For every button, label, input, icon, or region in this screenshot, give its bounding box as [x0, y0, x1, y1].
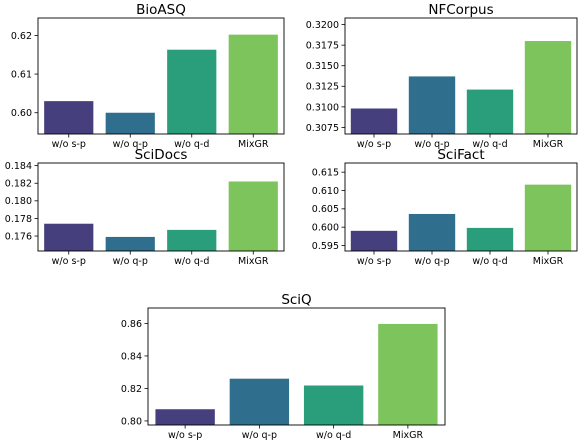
- scidocs-axes-frame: [37, 162, 285, 252]
- scifact-bar-4: [524, 184, 572, 251]
- nfcorpus-xtick-label: w/o q-d: [472, 139, 507, 150]
- sciq-panel: 0.80 0.82 0.84 0.86 w/o s-p w/o q-p w/o q-d Mix…: [121, 292, 446, 441]
- sciq-bar-4: [378, 323, 438, 425]
- nfcorpus-bar-1: [350, 108, 398, 134]
- scidocs-xtick-label: MixGR: [238, 256, 269, 267]
- nfcorpus-xtick-label: MixGR: [533, 139, 564, 150]
- nfcorpus-ytick-label: 0.3175: [306, 41, 339, 52]
- scifact-ytick-label: 0.595: [312, 241, 339, 252]
- sciq-bar-2: [229, 378, 290, 425]
- scifact-axes-frame: [344, 162, 578, 252]
- scidocs-bar-2: [105, 236, 155, 251]
- scifact-ytick-label: 0.600: [312, 223, 339, 234]
- scifact-bar-1: [350, 230, 398, 251]
- sciq-ytick-label: 0.82: [121, 384, 142, 395]
- sciq-bar-1: [155, 409, 215, 425]
- nfcorpus-ytick-label: 0.3075: [306, 123, 339, 134]
- scidocs-xtick-label: w/o q-p: [113, 256, 148, 267]
- scidocs-bar-3: [167, 229, 217, 251]
- bioasq-bar-1: [44, 101, 94, 134]
- sciq-axes-frame: [147, 307, 446, 426]
- nfcorpus-bar-2: [408, 76, 456, 134]
- scifact-xtick-label: MixGR: [533, 256, 564, 267]
- sciq-ytick-label: 0.84: [121, 351, 142, 362]
- scidocs-ytick-label: 0.182: [5, 179, 32, 190]
- nfcorpus-title: NFCorpus: [428, 2, 493, 18]
- bioasq-xtick-label: w/o q-p: [113, 139, 148, 150]
- nfcorpus-axes-frame: [344, 17, 578, 135]
- sciq-xtick-label: w/o q-d: [316, 430, 351, 441]
- scidocs-xtick-label: w/o s-p: [52, 256, 86, 267]
- bioasq-ytick-label: 0.60: [11, 108, 32, 119]
- bioasq-xtick-label: w/o s-p: [52, 139, 86, 150]
- sciq-ytick-label: 0.80: [121, 416, 142, 427]
- scidocs-bar-4: [228, 181, 278, 251]
- sciq-title: SciQ: [281, 292, 311, 308]
- scidocs-ytick-label: 0.178: [5, 214, 32, 225]
- bioasq-xtick-label: MixGR: [238, 139, 269, 150]
- bioasq-axes-frame: [37, 17, 285, 135]
- sciq-xtick-label: w/o q-p: [242, 430, 277, 441]
- scifact-xtick-label: w/o s-p: [357, 256, 391, 267]
- nfcorpus-bar-3: [466, 89, 514, 134]
- bioasq-title: BioASQ: [136, 2, 186, 18]
- scifact-ytick-label: 0.605: [312, 204, 339, 215]
- scifact-xtick-label: w/o q-d: [472, 256, 507, 267]
- scifact-bar-3: [466, 227, 514, 251]
- scifact-xtick-label: w/o q-p: [414, 256, 449, 267]
- bioasq-bar-2: [105, 112, 155, 134]
- bioasq-bar-4: [228, 34, 278, 134]
- bioasq-ytick-label: 0.61: [11, 69, 32, 80]
- sciq-xtick-label: w/o s-p: [168, 430, 202, 441]
- scidocs-panel: 0.176 0.178 0.180 0.182 0.184 w/o s-p w/o q-p w…: [5, 147, 285, 267]
- bioasq-xtick-label: w/o q-d: [174, 139, 209, 150]
- sciq-xtick-label: MixGR: [393, 430, 424, 441]
- nfcorpus-bar-4: [524, 41, 572, 134]
- sciq-bar-3: [303, 385, 364, 425]
- scifact-title: SciFact: [437, 147, 484, 163]
- nfcorpus-ytick-label: 0.3100: [306, 102, 339, 113]
- nfcorpus-xtick-label: w/o q-p: [414, 139, 449, 150]
- scidocs-xtick-label: w/o q-d: [174, 256, 209, 267]
- nfcorpus-ytick-label: 0.3125: [306, 82, 339, 93]
- nfcorpus-xtick-label: w/o s-p: [357, 139, 391, 150]
- scidocs-bar-1: [44, 223, 94, 251]
- scidocs-ytick-label: 0.184: [5, 161, 32, 172]
- nfcorpus-ytick-label: 0.3150: [306, 61, 339, 72]
- scifact-bar-2: [408, 213, 456, 251]
- nfcorpus-ytick-label: 0.3200: [306, 20, 339, 31]
- sciq-ytick-label: 0.86: [121, 319, 142, 330]
- bioasq-bar-3: [167, 49, 217, 134]
- scidocs-ytick-label: 0.180: [5, 196, 32, 207]
- scifact-ytick-label: 0.610: [312, 186, 339, 197]
- scifact-ytick-label: 0.615: [312, 168, 339, 179]
- bioasq-ytick-label: 0.62: [11, 31, 32, 42]
- scifact-panel: 0.595 0.600 0.605 0.610 0.615 w/o s-p w/o q-p w…: [312, 147, 578, 267]
- bioasq-panel: 0.60 0.61 0.62 w/o s-p w/o q-p w/o q-d MixGR Bi…: [11, 2, 285, 150]
- scidocs-ytick-label: 0.176: [5, 231, 32, 242]
- scidocs-title: SciDocs: [135, 147, 188, 163]
- nfcorpus-panel: 0.3075 0.3100 0.3125 0.3150 0.3175 0.3200 w/o …: [306, 2, 578, 150]
